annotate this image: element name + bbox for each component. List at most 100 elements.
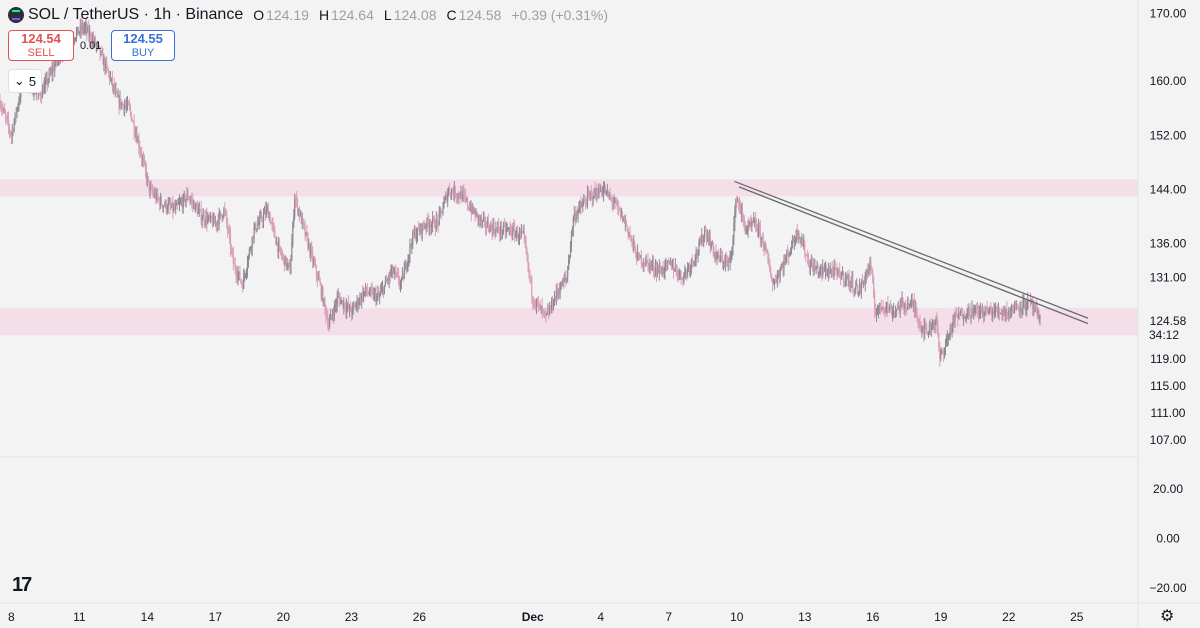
candle-body — [168, 203, 170, 204]
candle-body — [822, 266, 824, 273]
candle-body — [376, 295, 378, 302]
candle-body — [491, 227, 493, 234]
candle-body — [628, 233, 630, 235]
candle-body — [871, 268, 873, 274]
candle-body — [581, 206, 583, 208]
candle-body — [1034, 306, 1036, 312]
candle-body — [357, 299, 359, 306]
candle-body — [730, 251, 732, 259]
candle-body — [155, 193, 157, 200]
price-change: +0.39 (+0.31%) — [511, 7, 608, 23]
candle-body — [525, 243, 527, 252]
candle-body — [886, 303, 888, 309]
candle-body — [653, 262, 655, 271]
candle-body — [453, 187, 455, 196]
candle-body — [164, 201, 166, 206]
candle-body — [440, 210, 442, 212]
candle-body — [278, 244, 280, 252]
candle-body — [621, 212, 624, 222]
candle-body — [933, 320, 935, 326]
candle-body — [576, 214, 578, 216]
candle-body — [827, 269, 829, 274]
candle-body — [960, 311, 962, 316]
candle-body — [401, 274, 403, 279]
candle-body — [979, 306, 982, 313]
candle-body — [769, 264, 771, 272]
candle-body — [947, 335, 949, 339]
candle-body — [877, 307, 880, 311]
candle-body — [160, 198, 163, 206]
candle-body — [997, 309, 999, 313]
candle-body — [680, 270, 682, 278]
candle-body — [1024, 300, 1026, 309]
candle-body — [913, 301, 915, 310]
candle-body — [842, 271, 845, 282]
candle-body — [532, 296, 534, 303]
candle-body — [911, 300, 914, 305]
candle-body — [231, 249, 233, 254]
candle-body — [895, 308, 897, 312]
candle-body — [781, 265, 783, 268]
sell-button[interactable]: 124.54 SELL — [8, 30, 74, 61]
candle-body — [667, 261, 669, 264]
candle-body — [745, 231, 747, 233]
candle-body — [858, 292, 860, 294]
candle-body — [840, 275, 843, 280]
candle-body — [127, 102, 130, 105]
buy-button[interactable]: 124.55 BUY — [111, 30, 175, 61]
candle-body — [556, 289, 558, 293]
candle-body — [210, 215, 213, 220]
candle-body — [815, 267, 817, 270]
candle-body — [40, 93, 42, 98]
candle-body — [405, 263, 407, 269]
candle-body — [636, 252, 639, 261]
candle-body — [329, 319, 331, 327]
oscillator-axis[interactable]: 20.00 0.00 −20.00 — [1149, 482, 1186, 595]
candle-body — [548, 310, 550, 315]
candle-body — [518, 231, 521, 238]
candle-body — [881, 307, 883, 310]
candle-body — [755, 219, 757, 227]
indicators-toggle-button[interactable]: ⌄ 5 — [9, 70, 41, 92]
time-axis[interactable]: 8 11 14 17 20 23 26 Dec 4 7 10 13 16 19 22 25 — [8, 610, 1084, 624]
candle-body — [892, 311, 895, 313]
symbol-title[interactable]: SOL / TetherUS · 1h · Binance — [28, 6, 244, 23]
candle-body — [445, 195, 447, 199]
candle-body — [156, 193, 158, 200]
candle-body — [115, 89, 117, 93]
candle-body — [74, 37, 77, 40]
candle-body — [772, 280, 774, 283]
candle-body — [670, 260, 673, 269]
candle-body — [892, 312, 894, 315]
candle-body — [182, 196, 184, 208]
candle-body — [573, 213, 575, 218]
candle-body — [274, 229, 276, 238]
candle-body — [227, 222, 229, 231]
candle-body — [836, 269, 838, 274]
candle-body — [574, 213, 576, 220]
candle-body — [350, 311, 352, 315]
candle-body — [995, 307, 998, 311]
candle-body — [158, 198, 160, 200]
candle-body — [750, 221, 752, 225]
candle-body — [912, 301, 914, 305]
candle-body — [220, 212, 222, 216]
candle-body — [953, 317, 955, 322]
candle-body — [342, 300, 344, 308]
candle-body — [477, 213, 479, 220]
tradingview-logo-icon[interactable]: 17 — [12, 574, 32, 596]
candle-body — [301, 218, 303, 224]
settings-gear-icon[interactable]: ⚙ — [1160, 608, 1175, 625]
candle-body — [862, 280, 864, 284]
candle-body — [3, 109, 5, 111]
candle-body — [468, 207, 471, 211]
candle-body — [124, 105, 126, 110]
candle-body — [420, 224, 422, 234]
candle-body — [366, 291, 369, 293]
candle-body — [452, 192, 454, 196]
candle-body — [0, 106, 2, 108]
candle-body — [278, 244, 281, 248]
price-axis[interactable]: 170.00 160.00 152.00 144.00 136.00 131.00 124.… — [1149, 7, 1187, 448]
candle-body — [584, 201, 586, 202]
